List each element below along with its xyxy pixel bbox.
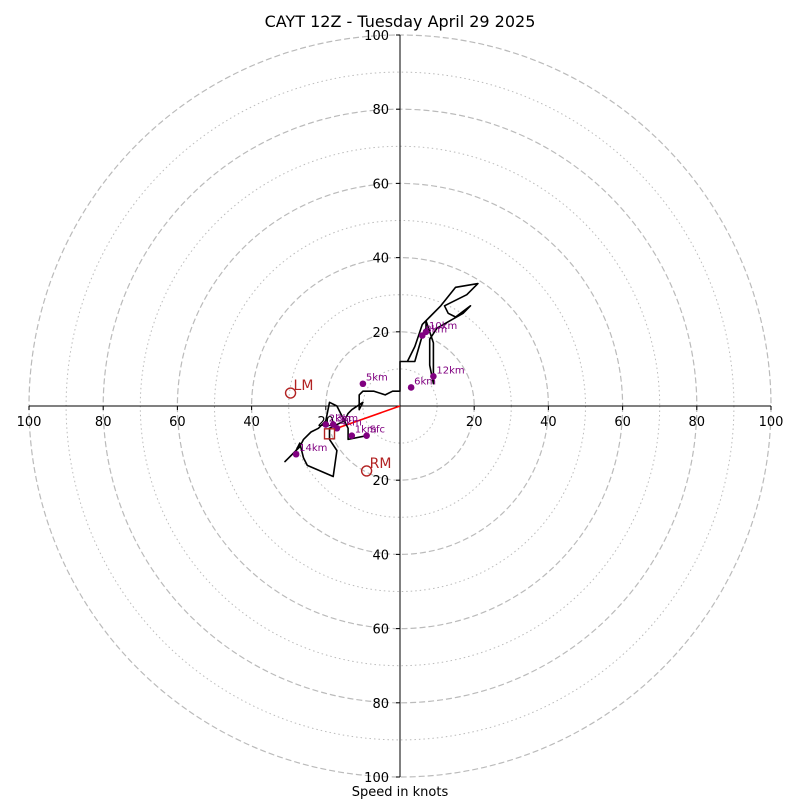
y-tick-label: 100: [364, 29, 389, 44]
storm-motions: LM RM: [284, 378, 392, 477]
height-marker-label: 12km: [436, 365, 464, 376]
height-marker-dot: [363, 432, 370, 439]
x-tick-label: 60: [169, 415, 186, 430]
height-marker-label: 8km: [425, 325, 447, 336]
height-marker-dot: [348, 432, 356, 439]
height-marker-dot: [322, 421, 330, 428]
storm-motion-marker: [360, 465, 373, 477]
x-tick-label: 40: [540, 415, 557, 430]
height-marker-dot: [407, 384, 415, 391]
height-marker-label: 6km: [414, 376, 436, 387]
x-tick-label: 100: [17, 415, 42, 430]
storm-motion-label: RM: [370, 456, 392, 472]
wind-profile-line: [284, 282, 479, 478]
x-tick-label: 20: [466, 415, 483, 430]
x-tick-label: 40: [243, 415, 260, 430]
height-marker-dot: [359, 380, 367, 388]
height-marker-label: Sfc: [370, 425, 385, 436]
x-tick-label: 60: [614, 415, 631, 430]
x-tick-label: 80: [689, 415, 706, 430]
mean-wind-marker: [323, 428, 336, 440]
chart-title: CAYT 12Z - Tuesday April 29 2025: [265, 12, 536, 31]
height-marker-dot: [292, 450, 300, 458]
x-axis-label: Speed in knots: [352, 785, 449, 800]
storm-motion-marker: [284, 387, 297, 399]
y-tick-label: 60: [372, 623, 389, 638]
height-marker-dot: [422, 328, 430, 336]
y-tick-label: 60: [372, 177, 389, 192]
x-tick-label: 100: [759, 415, 784, 430]
height-marker-label: 1km: [355, 425, 377, 436]
storm-motion-label: LM: [294, 378, 314, 394]
height-marker-label: 4km: [340, 417, 362, 428]
height-marker-dot: [430, 373, 437, 380]
height-marker-label: 10km: [429, 321, 457, 332]
height-marker-label: 3km: [336, 414, 358, 425]
height-marker-label: 14km: [299, 443, 327, 454]
y-tick-label: 20: [372, 474, 389, 489]
y-tick-label: 80: [372, 103, 389, 118]
y-tick-label: 40: [372, 548, 389, 563]
x-tick-label: 80: [95, 415, 112, 430]
y-tick-label: 100: [364, 771, 389, 786]
y-tick-label: 20: [372, 326, 389, 341]
tick-labels: 1008060402020406080100100806040202040608…: [17, 29, 784, 786]
shear-vector: [336, 405, 401, 430]
height-marker-label: 5km: [366, 373, 388, 384]
y-tick-label: 80: [372, 697, 389, 712]
wind-profile: [284, 282, 479, 478]
y-tick-label: 40: [372, 252, 389, 267]
height-marker-dot: [333, 424, 341, 432]
height-marker-label: 2km: [329, 414, 351, 425]
